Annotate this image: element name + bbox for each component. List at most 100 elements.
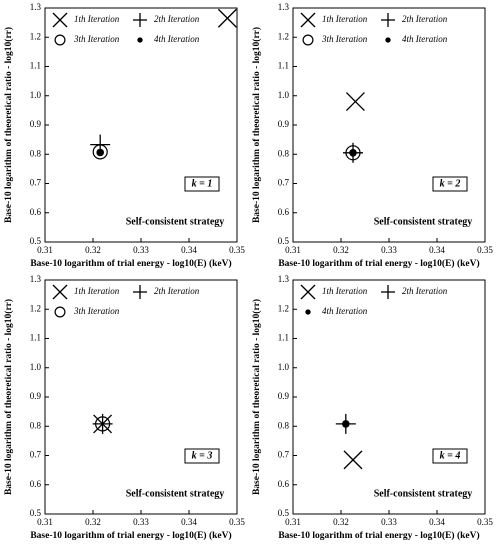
legend-label: 4th Iteration xyxy=(322,306,368,316)
marker-circle xyxy=(54,306,66,318)
legend-marker xyxy=(54,34,66,46)
legend-label: 1th Iteration xyxy=(74,286,120,296)
x-tick-label: 0.34 xyxy=(181,517,197,527)
legend-label: 2th Iteration xyxy=(402,14,448,24)
point xyxy=(92,144,108,160)
x-tick-label: 0.33 xyxy=(133,245,149,255)
x-tick-label: 0.31 xyxy=(285,517,301,527)
x-axis-label: Base-10 logarithm of trial energy - log1… xyxy=(30,530,231,541)
y-tick-label: 0.5 xyxy=(30,508,42,518)
y-tick-label: 0.9 xyxy=(278,119,290,129)
x-tick-label: 0.31 xyxy=(37,517,53,527)
y-tick-label: 0.9 xyxy=(30,119,42,129)
marker-dot xyxy=(342,420,350,428)
x-tick-label: 0.35 xyxy=(229,517,245,527)
x-tick-label: 0.35 xyxy=(477,245,493,255)
x-tick-label: 0.34 xyxy=(181,245,197,255)
x-axis-label: Base-10 logarithm of trial energy - log1… xyxy=(278,530,479,541)
marker-stroke xyxy=(300,284,316,300)
y-tick-label: 1.1 xyxy=(30,333,41,343)
legend-marker xyxy=(133,13,147,27)
y-tick-label: 1.0 xyxy=(278,362,290,372)
k-label: k = 4 xyxy=(440,450,461,461)
y-tick-label: 1.1 xyxy=(278,333,289,343)
y-tick-label: 1.3 xyxy=(30,274,42,284)
marker-stroke xyxy=(217,8,237,28)
x-tick-label: 0.35 xyxy=(477,517,493,527)
x-tick-label: 0.32 xyxy=(85,245,101,255)
y-tick-label: 1.0 xyxy=(30,362,42,372)
marker-circle xyxy=(302,34,314,46)
k-box xyxy=(432,176,468,192)
k-label: k = 3 xyxy=(192,450,213,461)
marker-circle xyxy=(54,34,66,46)
y-tick-label: 1.2 xyxy=(30,31,41,41)
legend-label: 1th Iteration xyxy=(74,14,120,24)
strategy-note: Self-consistent strategy xyxy=(374,216,473,227)
legend-label: 2th Iteration xyxy=(402,286,448,296)
marker-stroke xyxy=(300,12,316,28)
y-tick-label: 0.9 xyxy=(278,391,290,401)
point xyxy=(94,416,111,432)
point xyxy=(349,148,357,157)
y-tick-label: 0.5 xyxy=(30,236,42,246)
legend-marker xyxy=(385,37,391,43)
x-tick-label: 0.32 xyxy=(333,517,349,527)
y-tick-label: 1.1 xyxy=(30,61,41,71)
k-box xyxy=(184,448,220,464)
marker-dot xyxy=(305,309,311,315)
legend-label: 3th Iteration xyxy=(73,306,120,316)
legend-label: 3th Iteration xyxy=(73,34,120,44)
y-tick-label: 0.8 xyxy=(30,148,42,158)
y-tick-label: 0.9 xyxy=(30,391,42,401)
y-tick-label: 1.1 xyxy=(278,61,289,71)
legend-label: 3th Iteration xyxy=(321,34,368,44)
y-tick-label: 1.0 xyxy=(278,90,290,100)
point xyxy=(345,145,361,161)
marker-dot xyxy=(96,148,104,157)
legend-label: 4th Iteration xyxy=(402,34,448,44)
legend-marker xyxy=(381,285,395,299)
y-axis-label: Base-10 logarithm of theoretical ratio -… xyxy=(251,27,262,223)
k-box xyxy=(184,176,220,192)
point xyxy=(345,92,365,112)
x-tick-label: 0.34 xyxy=(429,245,445,255)
marker-stroke xyxy=(345,92,365,112)
k-box xyxy=(432,448,468,464)
x-tick-label: 0.31 xyxy=(37,245,53,255)
y-tick-label: 0.6 xyxy=(278,479,290,489)
y-axis-label: Base-10 logarithm of theoretical ratio -… xyxy=(3,27,14,223)
legend-marker xyxy=(52,284,68,300)
x-tick-label: 0.35 xyxy=(229,245,245,255)
legend-marker xyxy=(133,285,147,299)
y-tick-label: 0.7 xyxy=(30,450,42,460)
legend-marker xyxy=(305,309,311,315)
y-tick-label: 1.2 xyxy=(278,303,289,313)
marker-dot xyxy=(137,37,143,43)
x-tick-label: 0.34 xyxy=(429,517,445,527)
legend-label: 2th Iteration xyxy=(154,14,200,24)
x-axis-label: Base-10 logarithm of trial energy - log1… xyxy=(30,258,231,269)
legend-marker xyxy=(302,34,314,46)
y-tick-label: 0.6 xyxy=(30,207,42,217)
y-tick-label: 0.6 xyxy=(278,207,290,217)
y-tick-label: 1.3 xyxy=(278,2,290,12)
marker-stroke xyxy=(52,12,68,28)
y-tick-label: 0.6 xyxy=(30,479,42,489)
y-tick-label: 1.3 xyxy=(278,274,290,284)
x-tick-label: 0.33 xyxy=(381,517,397,527)
y-tick-label: 0.8 xyxy=(30,420,42,430)
y-tick-label: 0.5 xyxy=(278,508,290,518)
point xyxy=(217,8,237,28)
legend-marker xyxy=(137,37,143,43)
legend-label: 4th Iteration xyxy=(154,34,200,44)
y-tick-label: 0.7 xyxy=(278,178,290,188)
marker-stroke xyxy=(343,450,363,470)
marker-circle xyxy=(345,145,361,161)
legend-marker xyxy=(381,13,395,27)
point xyxy=(343,450,363,470)
y-axis-label: Base-10 logarithm of theoretical ratio -… xyxy=(3,299,14,495)
x-tick-label: 0.32 xyxy=(333,245,349,255)
y-tick-label: 1.3 xyxy=(30,2,42,12)
